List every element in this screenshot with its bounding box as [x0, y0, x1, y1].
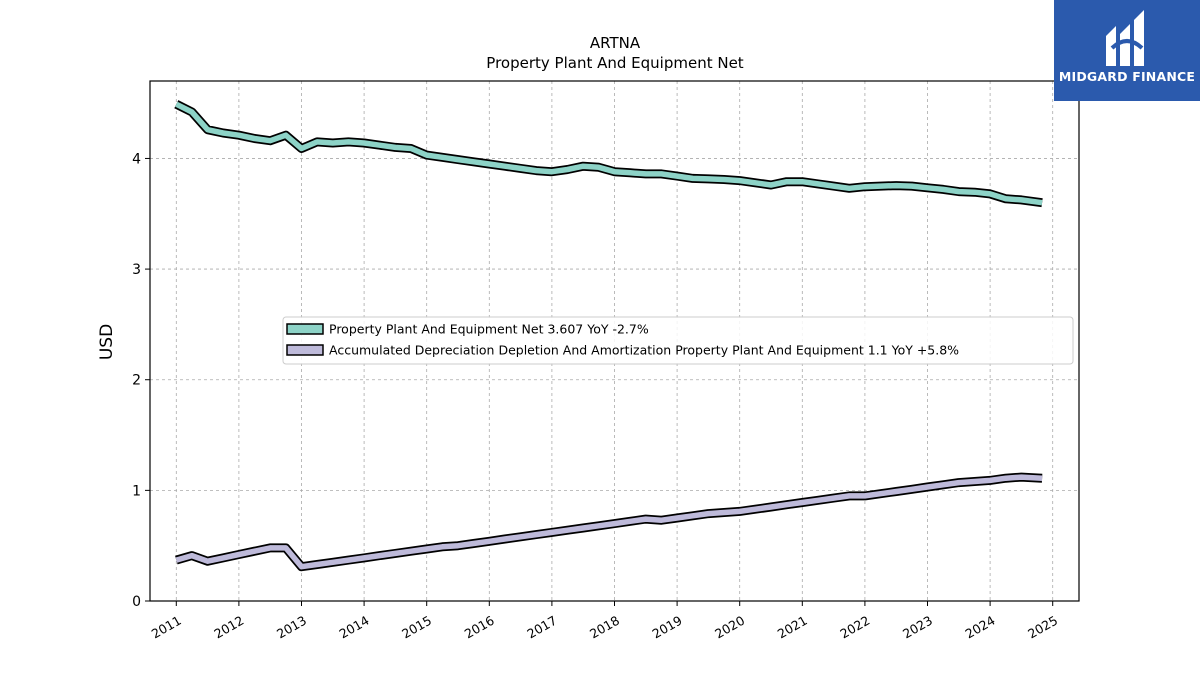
y-tick-label: 2 — [132, 373, 141, 389]
x-tick-label: 2021 — [775, 613, 810, 642]
legend-swatch — [286, 344, 324, 356]
x-tick-label: 2011 — [149, 613, 184, 642]
legend-label: Property Plant And Equipment Net 3.607 Y… — [329, 322, 649, 337]
x-tick-label: 2017 — [524, 613, 559, 642]
x-tick-label: 2023 — [900, 613, 935, 642]
series-layer — [174, 100, 1043, 572]
x-tick-label: 2015 — [399, 613, 434, 642]
x-axis: 2011 2012 2013 2014 2015 2016 2017 2018 2019 2020… — [149, 601, 1060, 642]
x-tick-label: 2013 — [274, 613, 309, 642]
legend: Property Plant And Equipment Net 3.607 Y… — [282, 316, 1074, 365]
y-tick-label: 4 — [132, 151, 141, 167]
y-tick-label: 0 — [132, 594, 141, 610]
midgard-finance-logo: MIDGARD FINANCE — [1054, 0, 1200, 101]
x-tick-label: 2014 — [337, 613, 372, 642]
y-tick-label: 1 — [132, 483, 141, 499]
x-tick-label: 2025 — [1025, 613, 1060, 642]
series-1-line — [175, 474, 1043, 570]
legend-box — [282, 316, 1074, 365]
y-axis-label: USD — [97, 324, 117, 360]
series-0-line — [175, 101, 1043, 206]
chart-subtitle: Property Plant And Equipment Net — [486, 54, 743, 72]
x-tick-label: 2019 — [650, 613, 685, 642]
x-tick-label: 2022 — [837, 613, 872, 642]
legend-swatch — [286, 323, 324, 335]
x-tick-label: 2020 — [712, 613, 747, 642]
x-tick-label: 2024 — [963, 613, 998, 642]
y-tick-label: 3 — [132, 262, 141, 278]
x-tick-label: 2016 — [462, 613, 497, 642]
x-tick-label: 2018 — [587, 613, 622, 642]
x-tick-label: 2012 — [211, 613, 246, 642]
chart-title: ARTNA — [590, 34, 641, 52]
legend-label: Accumulated Depreciation Depletion And A… — [329, 343, 959, 358]
logo-mark-icon — [1106, 10, 1144, 66]
logo-text: MIDGARD FINANCE — [1058, 69, 1196, 84]
y-axis: 0 1 2 3 4 — [132, 151, 150, 610]
